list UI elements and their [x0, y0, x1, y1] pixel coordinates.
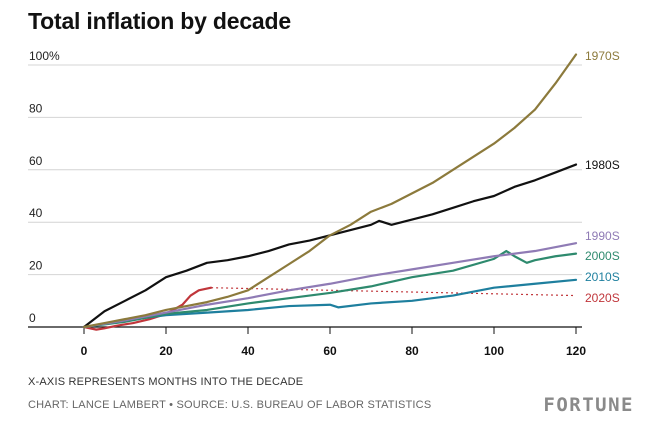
- series-line-1980s: [82, 163, 578, 329]
- y-tick-label: 60: [29, 154, 43, 168]
- series-line-2020s: [82, 286, 213, 331]
- y-tick-label: 100%: [29, 49, 60, 63]
- series-lines: [82, 53, 578, 331]
- line-chart: 0 20 40 60 80 100% 0 20 40 60 80 100 120 1970S 1980S…: [28, 49, 620, 358]
- fortune-logo: FORTUNE: [543, 394, 634, 416]
- series-label-1970s: 1970S: [585, 49, 620, 63]
- y-tick-label: 20: [29, 259, 43, 273]
- y-tick-label: 80: [29, 101, 43, 115]
- series-label-2010s: 2010S: [585, 270, 620, 284]
- gridlines: [28, 64, 582, 276]
- x-tick-label: 100: [484, 344, 504, 358]
- chart-credit: CHART: LANCE LAMBERT • SOURCE: U.S. BURE…: [28, 399, 432, 411]
- x-tick-label: 80: [405, 344, 419, 358]
- series-line-2000s: [82, 249, 578, 329]
- x-tick-label: 20: [159, 344, 173, 358]
- series-label-1980s: 1980S: [585, 158, 620, 172]
- y-tick-label: 0: [29, 311, 36, 325]
- x-tick-label: 40: [241, 344, 255, 358]
- series-line-1970s: [82, 53, 578, 329]
- x-tick-label: 120: [566, 344, 586, 358]
- x-axis-note: X-AXIS REPRESENTS MONTHS INTO THE DECADE: [28, 376, 304, 388]
- series-projection-2020s: [211, 287, 577, 297]
- series-line-1990s: [82, 242, 578, 329]
- series-line-2010s: [82, 278, 578, 329]
- chart-title: Total inflation by decade: [28, 8, 291, 34]
- x-axis: 0 20 40 60 80 100 120: [28, 326, 586, 358]
- series-label-1990s: 1990S: [585, 229, 620, 243]
- x-tick-label: 0: [81, 344, 88, 358]
- y-axis-ticks: 0 20 40 60 80 100%: [29, 49, 60, 325]
- series-label-2000s: 2000S: [585, 249, 620, 263]
- series-label-2020s: 2020S: [585, 291, 620, 305]
- series-labels: 1970S 1980S 1990S 2000S 2010S 2020S: [585, 49, 620, 305]
- x-tick-label: 60: [323, 344, 337, 358]
- y-tick-label: 40: [29, 206, 43, 220]
